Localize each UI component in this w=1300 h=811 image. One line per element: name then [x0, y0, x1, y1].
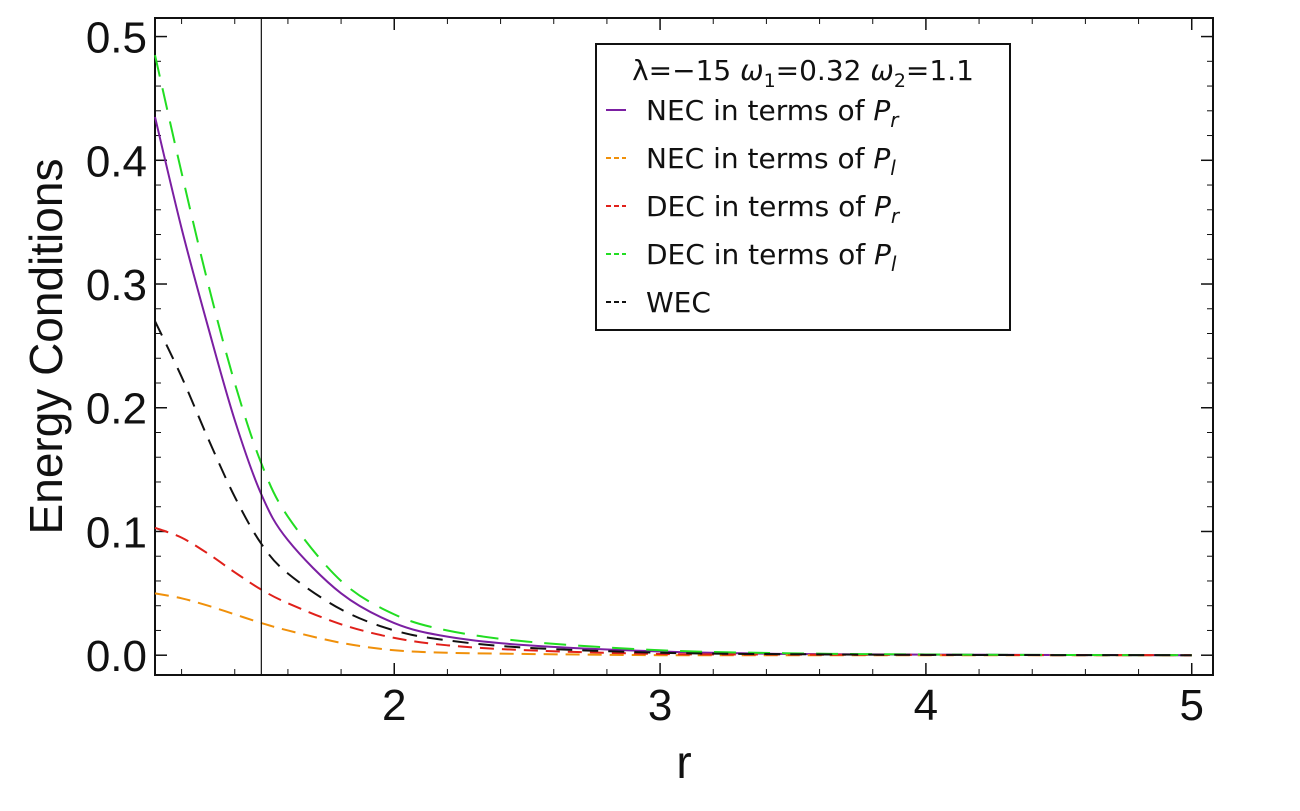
series-layer [154, 54, 1192, 657]
legend-title: λ=−15 ω1=0.32 ω2=1.1 [632, 54, 974, 92]
y-tick-label: 0.2 [86, 385, 147, 434]
legend-label: WEC [646, 286, 711, 319]
axis-ticks [155, 18, 1213, 675]
x-axis-label: r [676, 736, 691, 788]
series-line-1 [154, 592, 1192, 657]
legend-entry: DEC in terms of Pl [606, 238, 897, 276]
plot-border [154, 17, 1214, 676]
legend-label: DEC in terms of Pl [646, 238, 897, 276]
legend-label: NEC in terms of Pl [646, 142, 896, 180]
plot-frame [154, 17, 1214, 676]
legend-entry: NEC in terms of Pr [606, 94, 900, 132]
legend-entry: NEC in terms of Pl [606, 142, 896, 180]
x-tick-label: 5 [1179, 681, 1203, 730]
y-tick-label: 0.3 [86, 261, 147, 310]
x-tick-label: 4 [914, 681, 938, 730]
y-tick-label: 0.0 [86, 632, 147, 681]
legend-label: NEC in terms of Pr [646, 94, 900, 132]
legend-entry: DEC in terms of Pr [606, 190, 901, 228]
y-tick-label: 0.1 [86, 508, 147, 557]
y-tick-label: 0.4 [86, 137, 147, 186]
series-line-4 [154, 320, 1192, 657]
y-axis-label: Energy Conditions [20, 159, 72, 535]
axis-tick-labels: 2 3 4 5 0.0 0.1 0.2 0.3 0.4 0.5 [86, 14, 1204, 730]
x-tick-label: 2 [382, 681, 406, 730]
legend-label: DEC in terms of Pr [646, 190, 901, 228]
axis-labels: r Energy Conditions [20, 159, 692, 788]
y-tick-label: 0.5 [86, 14, 147, 63]
legend-entry: WEC [606, 286, 711, 319]
x-tick-label: 3 [648, 681, 672, 730]
legend-box [595, 43, 1011, 331]
